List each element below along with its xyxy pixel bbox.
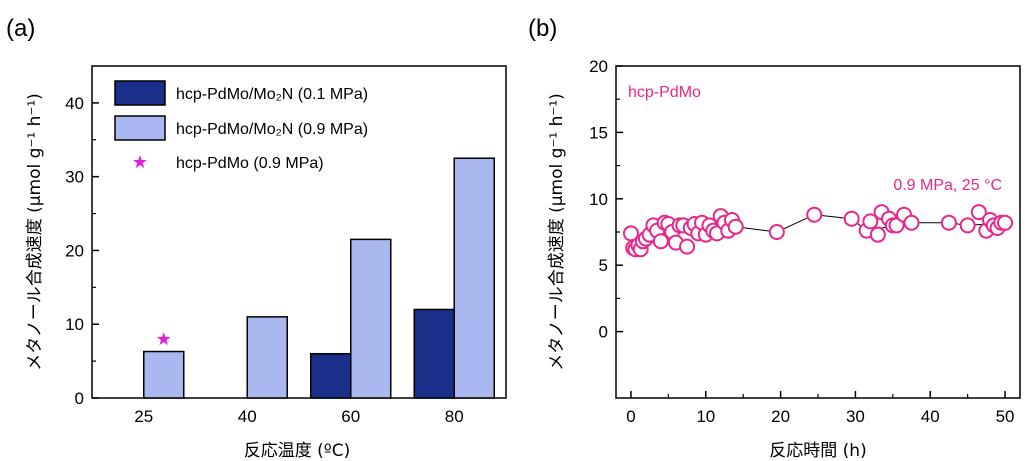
x-axis-title-b: 反応時間 (h) (769, 441, 866, 461)
data-point (970, 204, 987, 221)
bar-0.9MPa (453, 157, 495, 399)
x-tick-label-b: 0 (626, 407, 635, 426)
x-tick-label-b: 30 (846, 407, 865, 426)
data-point (679, 238, 696, 255)
legend-label: hcp-PdMo/Mo₂N (0.9 MPa) (176, 121, 368, 138)
legend-star-icon: ★ (132, 152, 148, 173)
x-tick-label-a: 25 (134, 407, 153, 426)
plot-frame-a (91, 65, 507, 399)
bars-a: ★ (143, 157, 495, 399)
data-point (806, 206, 823, 223)
annotation-material: hcp-PdMo (628, 84, 701, 101)
data-point (862, 213, 879, 230)
y-axis-a: 0 10 20 30 40 (65, 94, 99, 408)
y-tick-label-a: 10 (65, 315, 84, 334)
x-tick-label-a: 60 (341, 407, 360, 426)
points-b (622, 204, 1014, 258)
y-tick-label-b: 15 (589, 123, 608, 142)
data-point (869, 226, 886, 243)
x-axis-title-a: 反応温度 (ºC) (244, 441, 351, 461)
data-point (843, 210, 860, 227)
bar-0.1MPa (413, 308, 455, 399)
panel-b-label: (b) (528, 15, 557, 42)
y-tick-label-b: 0 (599, 323, 608, 342)
y-axis-title-b: メタノール合成速度 (μmol g⁻¹ h⁻¹) (547, 93, 567, 371)
data-point (888, 217, 905, 234)
legend-swatch (114, 115, 166, 141)
data-point (768, 224, 785, 240)
x-tick-label-b: 40 (921, 407, 940, 426)
legend-a: hcp-PdMo/Mo₂N (0.1 MPa) hcp-PdMo/Mo₂N (0.… (114, 80, 368, 173)
y-axis-title-a: メタノール合成速度 (μmol g⁻¹ h⁻¹) (25, 93, 45, 371)
y-axis-b: 0 5 10 15 20 (589, 57, 623, 342)
bar-0.9MPa (143, 350, 185, 399)
annotation-conditions: 0.9 MPa, 25 °C (893, 177, 1002, 194)
panel-b: (b) 0 5 10 15 20 0 10 20 30 40 50 hcp-PdMo 0.9 MP… (528, 15, 1021, 461)
panel-a: (a) 0 10 20 30 40 25 40 60 80 ★ hcp-PdMo/Mo₂N (… (6, 15, 507, 461)
legend-swatch (114, 80, 166, 106)
legend-label: hcp-PdMo (0.9 MPa) (176, 155, 324, 172)
data-point (997, 214, 1014, 231)
x-tick-label-a: 40 (238, 407, 257, 426)
y-tick-label-a: 40 (65, 94, 84, 113)
x-axis-b: 0 10 20 30 40 50 (626, 391, 1014, 426)
panel-a-label: (a) (6, 15, 35, 42)
data-point (903, 214, 920, 231)
bar-0.9MPa (246, 316, 288, 399)
y-tick-label-a: 30 (65, 168, 84, 187)
x-tick-label-b: 50 (996, 407, 1015, 426)
y-tick-label-a: 0 (75, 389, 84, 408)
y-tick-label-a: 20 (65, 241, 84, 260)
bar-0.9MPa (350, 238, 392, 399)
data-point (940, 214, 957, 231)
star-marker: ★ (156, 329, 172, 350)
legend-label: hcp-PdMo/Mo₂N (0.1 MPa) (176, 86, 368, 103)
y-tick-label-b: 20 (589, 57, 608, 76)
y-tick-label-b: 10 (589, 190, 608, 209)
data-point (727, 218, 744, 235)
y-tick-label-b: 5 (599, 256, 608, 275)
data-point (652, 233, 669, 250)
x-tick-label-b: 10 (696, 407, 715, 426)
bar-0.1MPa (310, 352, 352, 399)
x-tick-label-b: 20 (771, 407, 790, 426)
x-tick-label-a: 80 (445, 407, 464, 426)
data-point (959, 217, 976, 234)
